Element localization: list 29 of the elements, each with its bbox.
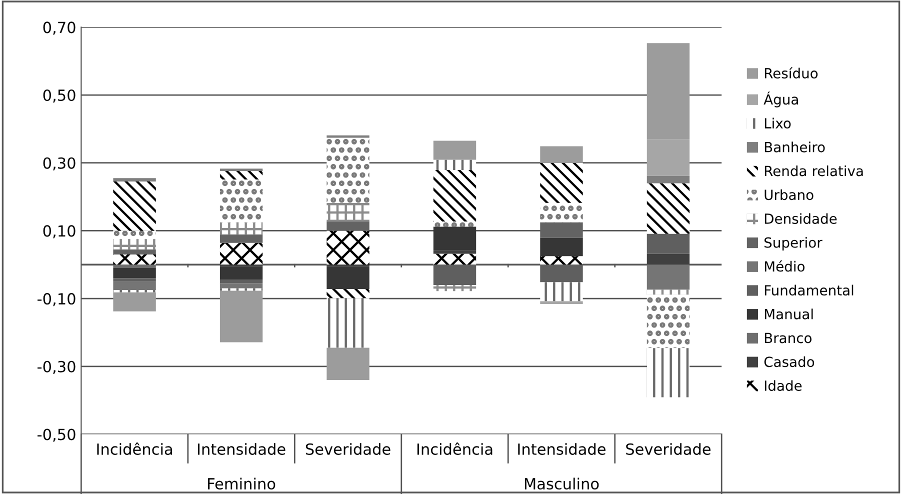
legend-label: Urbano bbox=[764, 189, 814, 200]
legend-label: Idade bbox=[764, 380, 802, 391]
text: Masculino bbox=[524, 478, 599, 490]
y-tick-label: -0,50 bbox=[38, 428, 76, 442]
x-tick-label: Intensidade bbox=[198, 443, 286, 455]
legend-label: Resíduo bbox=[764, 67, 818, 78]
legend-label: Banheiro bbox=[764, 142, 825, 152]
text: Feminino bbox=[208, 478, 276, 490]
y-tick-label: 0,10 bbox=[43, 225, 76, 238]
x-tick-label: Incidência bbox=[97, 442, 172, 455]
legend-label: Densidade bbox=[764, 213, 837, 224]
x-tick-label: Severidade bbox=[626, 443, 711, 455]
y-tick-label: 0,70 bbox=[43, 22, 76, 35]
legend-label: Branco bbox=[764, 332, 812, 344]
legend-label: Renda relativa bbox=[764, 165, 863, 176]
x-tick-label: Intensidade bbox=[518, 443, 606, 455]
y-tick-label: -0,30 bbox=[38, 360, 76, 374]
legend-label: Manual bbox=[764, 308, 813, 320]
x-tick-label: Severidade bbox=[306, 443, 390, 455]
legend-label: Água bbox=[764, 92, 798, 108]
y-tick-label: 0,30 bbox=[43, 157, 76, 170]
y-tick-label: 0,50 bbox=[43, 89, 76, 103]
legend-label: Médio bbox=[764, 260, 805, 272]
legend-label: Lixo bbox=[764, 118, 791, 129]
legend-label: Superior bbox=[764, 237, 822, 250]
y-tick-label: -0,10 bbox=[38, 293, 76, 306]
legend-label: Fundamental bbox=[764, 284, 854, 296]
x-tick-label: Incidência bbox=[417, 442, 492, 455]
legend-label: Casado bbox=[764, 356, 814, 368]
